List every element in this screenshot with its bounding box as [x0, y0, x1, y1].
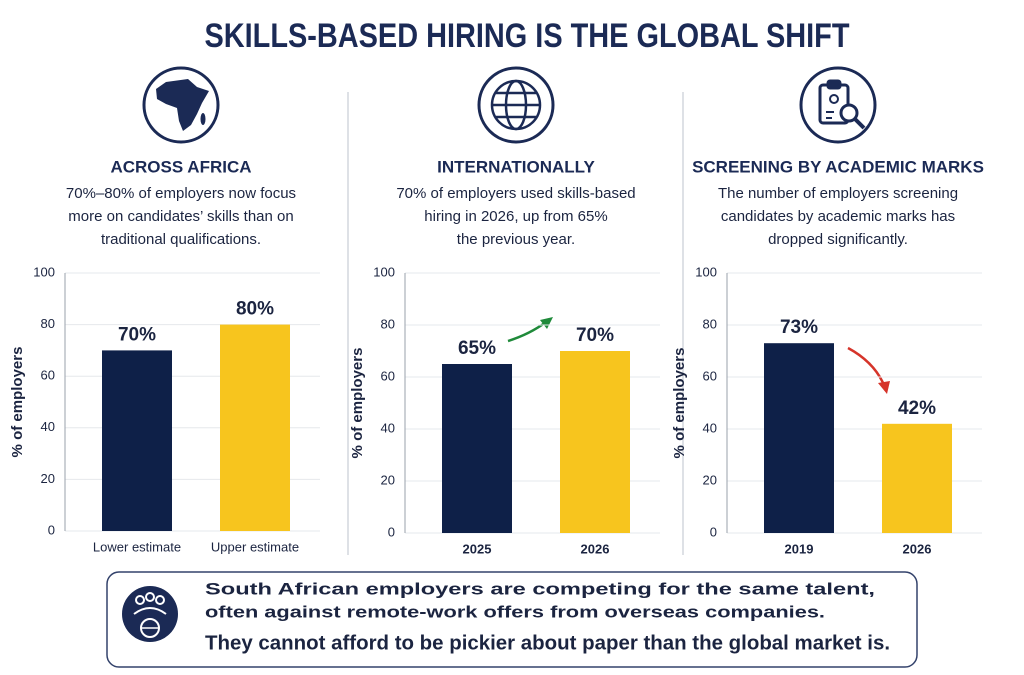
- value-label: 70%: [118, 324, 156, 345]
- bar: [560, 351, 630, 533]
- y-tick-label: 20: [41, 471, 55, 486]
- y-tick-label: 80: [41, 316, 55, 331]
- y-tick-label: 20: [381, 472, 395, 487]
- people-globe-icon: [122, 586, 178, 642]
- clipboard-icon: [799, 66, 877, 144]
- footer-line: They cannot afford to be pickier about p…: [205, 632, 890, 654]
- panel-description: the previous year.: [457, 231, 575, 248]
- y-axis-label: % of employers: [9, 347, 26, 458]
- bar: [764, 343, 834, 533]
- y-axis-label: % of employers: [671, 348, 688, 459]
- y-axis-label: % of employers: [349, 348, 366, 459]
- value-label: 42%: [898, 398, 936, 419]
- panel-description: 70% of employers used skills-based: [396, 185, 635, 202]
- y-tick-label: 100: [695, 264, 717, 279]
- panel-description: more on candidates’ skills than on: [68, 208, 293, 225]
- y-tick-label: 100: [373, 264, 395, 279]
- y-tick-label: 100: [33, 264, 55, 279]
- y-tick-label: 0: [388, 524, 395, 539]
- panel-description: The number of employers screening: [718, 185, 958, 202]
- y-tick-label: 40: [703, 420, 717, 435]
- footer-line: South African employers are competing fo…: [205, 579, 875, 598]
- x-tick-label: Lower estimate: [93, 539, 181, 554]
- bar: [220, 324, 290, 531]
- y-tick-label: 80: [381, 316, 395, 331]
- x-tick-label: 2026: [581, 541, 610, 556]
- panel-title: INTERNATIONALLY: [437, 157, 595, 176]
- y-tick-label: 80: [703, 316, 717, 331]
- value-label: 70%: [576, 325, 614, 346]
- africa-icon: [142, 66, 220, 144]
- y-tick-label: 20: [703, 472, 717, 487]
- bar: [882, 423, 952, 533]
- x-tick-label: Upper estimate: [211, 539, 299, 554]
- value-label: 80%: [236, 299, 274, 320]
- y-tick-label: 40: [41, 419, 55, 434]
- footer-line: often against remote-work offers from ov…: [205, 602, 825, 621]
- y-tick-label: 60: [703, 368, 717, 383]
- globe-icon: [477, 66, 555, 144]
- bar: [442, 364, 512, 533]
- panel-description: hiring in 2026, up from 65%: [424, 208, 607, 225]
- x-tick-label: 2019: [785, 541, 814, 556]
- bar: [102, 350, 172, 531]
- panel-description: dropped significantly.: [768, 231, 908, 248]
- panel-description: candidates by academic marks has: [721, 208, 955, 225]
- page-title: SKILLS-BASED HIRING IS THE GLOBAL SHIFT: [205, 17, 850, 55]
- y-tick-label: 40: [381, 420, 395, 435]
- panel-title: ACROSS AFRICA: [110, 157, 251, 176]
- footer-box: [106, 571, 918, 668]
- y-tick-label: 60: [381, 368, 395, 383]
- value-label: 65%: [458, 338, 496, 359]
- up-arrow: [507, 317, 553, 343]
- panel-description: 70%–80% of employers now focus: [66, 185, 296, 202]
- value-label: 73%: [780, 317, 818, 338]
- panel-description: traditional qualifications.: [101, 231, 261, 248]
- x-tick-label: 2026: [903, 541, 932, 556]
- panel-title: SCREENING BY ACADEMIC MARKS: [692, 157, 984, 176]
- x-tick-label: 2025: [463, 541, 492, 556]
- down-arrow: [847, 346, 890, 394]
- y-tick-label: 0: [48, 522, 55, 537]
- y-tick-label: 0: [710, 524, 717, 539]
- y-tick-label: 60: [41, 368, 55, 383]
